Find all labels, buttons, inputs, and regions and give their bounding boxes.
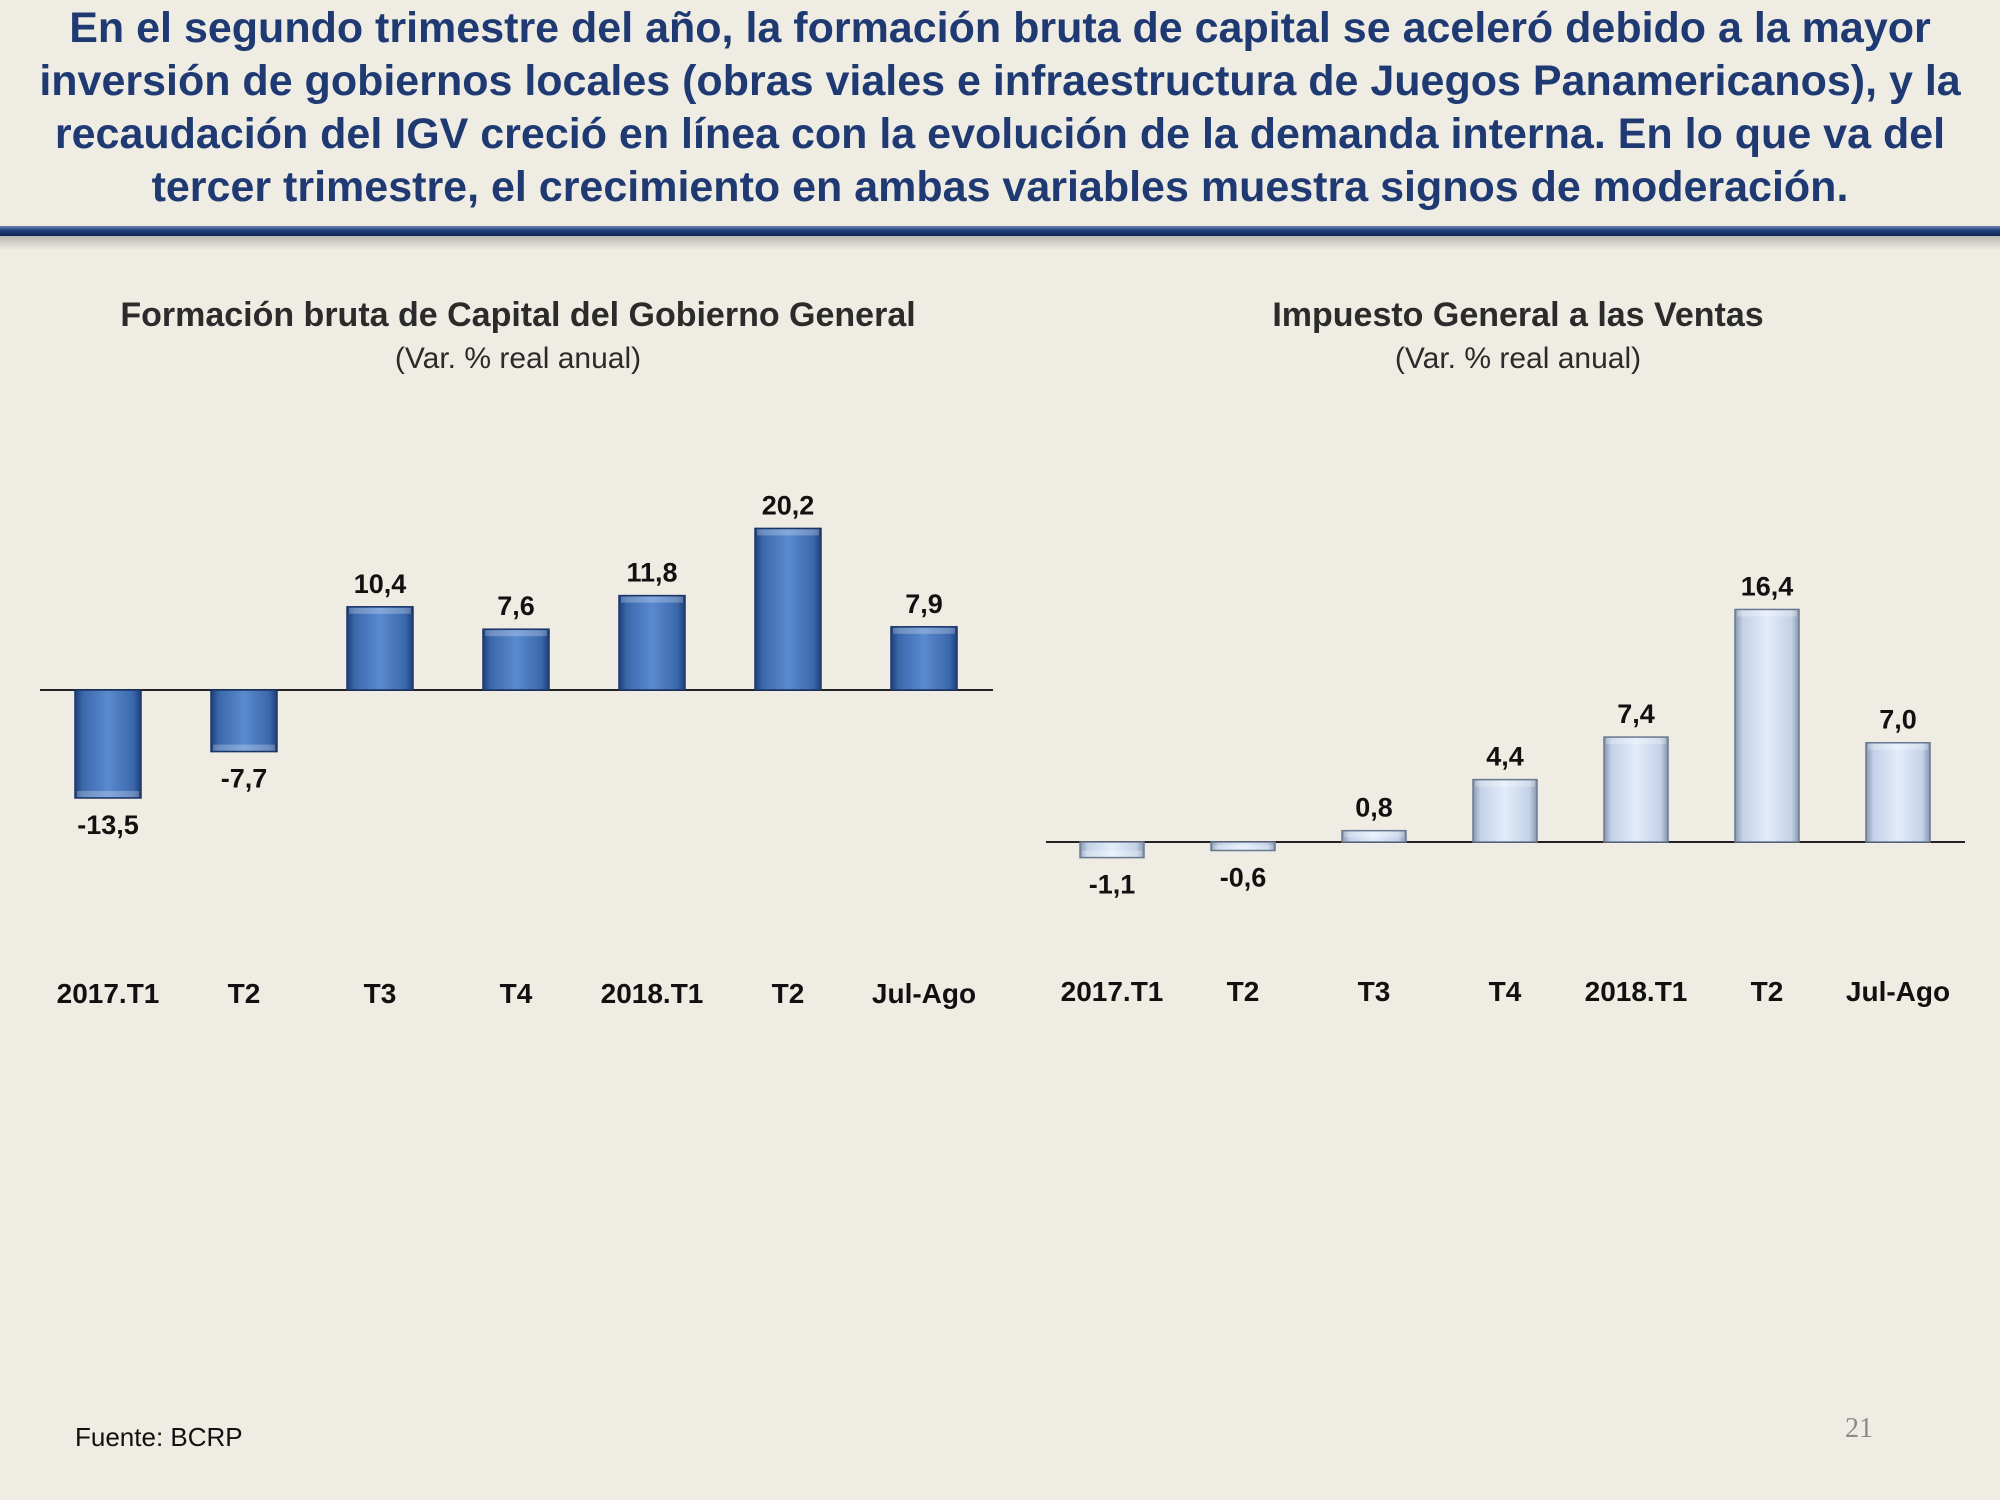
chart-subtitle: (Var. % real anual) bbox=[395, 342, 641, 375]
category-label: T2 bbox=[772, 978, 805, 1009]
bar bbox=[1472, 778, 1538, 843]
bar-bevel bbox=[349, 607, 411, 614]
igv-chart: Impuesto General a las Ventas (Var. % re… bbox=[1046, 296, 1965, 1007]
bar bbox=[618, 594, 686, 691]
chart-title: Impuesto General a las Ventas bbox=[1272, 296, 1763, 334]
bar bbox=[1210, 841, 1276, 852]
bar-bevel bbox=[757, 529, 819, 536]
data-label: -1,1 bbox=[1089, 870, 1136, 900]
category-label: Jul-Ago bbox=[1846, 976, 1950, 1007]
category-label: T2 bbox=[228, 978, 261, 1009]
category-label: T3 bbox=[1358, 976, 1391, 1007]
bar-bevel bbox=[621, 596, 683, 603]
bar bbox=[482, 628, 550, 691]
bar bbox=[1734, 608, 1800, 843]
bar-bevel bbox=[1868, 743, 1928, 750]
bar-bevel bbox=[485, 630, 547, 637]
page-number: 21 bbox=[1845, 1413, 1873, 1444]
bar bbox=[210, 689, 278, 753]
category-label: T4 bbox=[1489, 976, 1522, 1007]
bar-bevel bbox=[1737, 610, 1797, 617]
headline: En el segundo trimestre del año, la form… bbox=[39, 4, 1961, 211]
category-label: 2018.T1 bbox=[1585, 976, 1688, 1007]
fbk-gobierno-general-chart: Formación bruta de Capital del Gobierno … bbox=[40, 296, 993, 1009]
title-divider bbox=[0, 226, 2000, 236]
data-label: 7,6 bbox=[497, 591, 535, 621]
source-note: Fuente: BCRP bbox=[75, 1422, 243, 1452]
data-label: 0,8 bbox=[1355, 793, 1393, 823]
data-label: 11,8 bbox=[626, 558, 677, 588]
chart-title: Formación bruta de Capital del Gobierno … bbox=[120, 296, 915, 334]
bar bbox=[1865, 741, 1931, 843]
bar bbox=[1079, 841, 1145, 859]
bar bbox=[754, 527, 822, 691]
data-label: 7,0 bbox=[1879, 705, 1917, 735]
bar-bevel bbox=[213, 744, 275, 751]
data-label: 7,4 bbox=[1617, 699, 1655, 729]
bar-bevel bbox=[1475, 780, 1535, 787]
bar-bevel bbox=[1606, 738, 1666, 745]
data-label: -13,5 bbox=[77, 810, 139, 840]
bar bbox=[74, 689, 142, 799]
data-label: 16,4 bbox=[1741, 571, 1794, 601]
category-label: T3 bbox=[364, 978, 397, 1009]
bar-bevel bbox=[893, 627, 955, 634]
data-label: -7,7 bbox=[221, 764, 268, 794]
bar-bevel bbox=[77, 791, 139, 797]
category-label: Jul-Ago bbox=[872, 978, 976, 1009]
bar-bevel bbox=[1082, 850, 1142, 857]
bar bbox=[890, 626, 958, 691]
category-label: T2 bbox=[1227, 976, 1260, 1007]
data-label: 7,9 bbox=[905, 589, 943, 619]
title-divider-shadow bbox=[0, 236, 2000, 250]
data-label: -0,6 bbox=[1220, 863, 1267, 893]
data-label: 20,2 bbox=[762, 490, 815, 520]
category-label: 2017.T1 bbox=[1061, 976, 1164, 1007]
data-label: 10,4 bbox=[354, 569, 407, 599]
chart-subtitle: (Var. % real anual) bbox=[1395, 342, 1641, 375]
category-label: 2017.T1 bbox=[57, 978, 160, 1009]
category-label: T4 bbox=[500, 978, 533, 1009]
bar bbox=[1603, 736, 1669, 843]
bar-bevel bbox=[1344, 831, 1404, 838]
bar bbox=[346, 606, 414, 691]
category-label: T2 bbox=[1751, 976, 1784, 1007]
data-label: 4,4 bbox=[1486, 742, 1524, 772]
bar-bevel bbox=[1213, 845, 1273, 850]
bar bbox=[1341, 829, 1407, 843]
category-label: 2018.T1 bbox=[601, 978, 704, 1009]
